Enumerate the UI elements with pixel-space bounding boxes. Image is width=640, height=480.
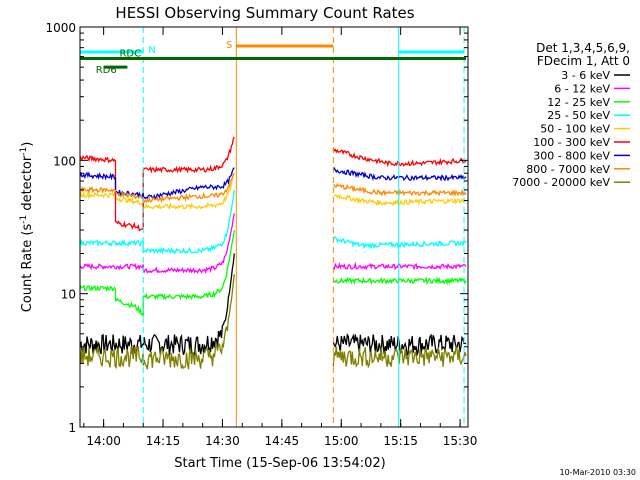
series-line [332,148,467,168]
legend-label: 800 - 7000 keV [526,163,610,176]
series-line [79,172,235,204]
flag-label-n: N [148,45,155,56]
series-7000to20000keV [79,274,467,370]
footer-timestamp: 10-Mar-2010 03:30 [560,468,637,477]
series-line [79,230,235,317]
series-line [332,333,467,358]
flag-label-rdc: RDC [119,49,141,60]
x-tick-label: 14:30 [205,434,240,448]
y-axis-label: Count Rate (s-1 detector-1) [19,142,35,313]
y-axis-label-main: Count Rate (s [20,224,35,313]
legend: Det 1,3,4,5,6,9, FDecim 1, Att 0 3 - 6 k… [512,41,630,189]
series-line [79,167,235,200]
series-12to25keV [79,230,467,317]
legend-header-2: FDecim 1, Att 0 [537,54,630,68]
x-tick-label: 14:00 [86,434,121,448]
series-line [79,189,235,255]
y-tick-label: 10 [61,288,76,302]
series-line [79,253,235,357]
series-6to12keV [79,213,467,275]
plot-frame [79,26,469,428]
x-tick-label: 14:15 [146,434,181,448]
series-line [333,194,467,207]
legend-label: 12 - 25 keV [547,96,610,109]
series-line [332,166,467,182]
x-axis: 14:00 14:15 14:30 14:45 15:00 15:15 15:30 [83,27,478,448]
series-line [332,276,467,286]
legend-label: 7000 - 20000 keV [512,176,610,189]
series-100to300keV [79,136,467,232]
x-tick-label: 15:30 [443,434,478,448]
series-25to50keV [79,189,467,255]
legend-label: 100 - 300 keV [533,136,610,149]
y-axis-label-sup2: -1 [19,147,29,156]
series-line [332,261,467,271]
legend-label: 25 - 50 keV [547,109,610,122]
y-axis-label-mid: detector [20,155,35,215]
series-line [79,213,235,275]
chart-title: HESSI Observing Summary Count Rates [115,4,414,22]
series-line [79,136,235,232]
flag-label-rd6: RD6 [96,65,117,76]
series-50to100keV [79,173,467,211]
y-axis-label-end: ) [20,142,35,147]
legend-header-1: Det 1,3,4,5,6,9, [536,41,630,55]
x-tick-label: 15:15 [383,434,418,448]
series-line [333,182,467,198]
flag-label-s: S [226,40,232,51]
x-axis-label: Start Time (15-Sep-06 13:54:02) [174,456,385,471]
series-300to800keV [79,166,467,200]
y-axis: 1 10 100 1000 [45,21,468,435]
series-line [332,344,467,369]
legend-label: 6 - 12 keV [554,82,610,95]
series-line [332,236,467,250]
series-line [79,274,235,370]
legend-label: 300 - 800 keV [533,149,610,162]
x-tick-label: 15:00 [324,434,359,448]
y-tick-label: 1000 [45,21,76,35]
y-tick-label: 1 [68,421,76,435]
y-axis-label-sup1: -1 [19,215,29,224]
legend-label: 3 - 6 keV [561,69,610,82]
series-3to6keV [79,253,467,358]
y-tick-label: 100 [53,154,76,168]
series-800to7000keV [79,172,467,204]
series-line [79,173,235,211]
x-tick-label: 14:45 [265,434,300,448]
legend-label: 50 - 100 keV [540,123,610,136]
